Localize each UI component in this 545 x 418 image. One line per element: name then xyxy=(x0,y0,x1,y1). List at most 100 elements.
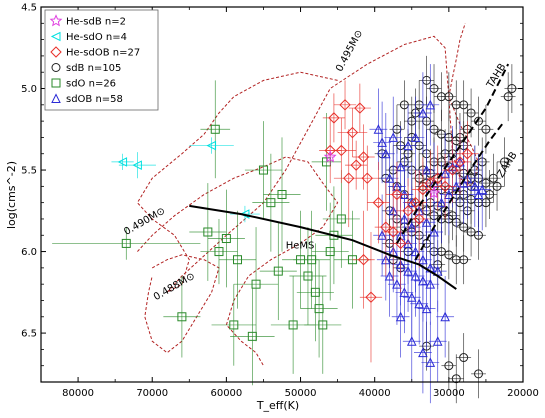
data-point xyxy=(210,124,220,134)
legend-entry: sdB n=105 xyxy=(66,63,121,74)
data-point xyxy=(391,188,403,201)
x-tick-label: 50000 xyxy=(285,388,317,399)
data-point xyxy=(461,148,474,160)
data-point xyxy=(117,157,128,167)
x-tick-label: 20000 xyxy=(507,388,539,399)
data-point xyxy=(418,275,428,286)
data-point xyxy=(424,177,437,189)
data-point xyxy=(328,112,340,124)
data-point xyxy=(381,148,391,159)
data-point xyxy=(421,303,432,314)
data-point xyxy=(350,159,362,171)
data-point xyxy=(492,181,502,191)
data-point xyxy=(384,270,395,281)
data-point xyxy=(414,298,424,309)
x-axis-label: T_eff(K) xyxy=(256,399,299,412)
data-point xyxy=(203,227,213,237)
legend-entry: He-sdO n=4 xyxy=(66,32,127,43)
series-he-sdob xyxy=(319,80,479,363)
data-point xyxy=(454,156,466,168)
data-point xyxy=(473,189,484,199)
data-point xyxy=(372,196,385,209)
x-tick-label: 60000 xyxy=(210,388,242,399)
data-point xyxy=(410,132,421,142)
y-tick-label: 6.0 xyxy=(21,247,37,258)
series-sdo xyxy=(52,80,371,386)
data-point xyxy=(474,116,484,126)
data-point xyxy=(388,132,399,142)
data-point xyxy=(365,291,377,303)
data-point xyxy=(384,173,395,183)
data-point xyxy=(377,230,387,240)
data-point xyxy=(418,347,428,358)
data-point xyxy=(403,140,413,151)
legend-marker xyxy=(51,78,61,88)
data-point xyxy=(233,255,243,265)
data-point xyxy=(444,189,454,199)
y-tick-label: 5.5 xyxy=(21,166,37,177)
data-point xyxy=(247,331,257,341)
data-point xyxy=(406,336,417,346)
y-axis-label: log(cms^-2) xyxy=(5,161,18,229)
x-tick-label: 30000 xyxy=(433,388,465,399)
data-point xyxy=(229,320,239,330)
tahb-line xyxy=(396,63,510,244)
data-point xyxy=(440,311,450,322)
data-point xyxy=(469,181,480,191)
y-tick-label: 4.5 xyxy=(21,3,37,14)
data-point xyxy=(477,184,488,195)
data-point xyxy=(266,198,276,208)
data-point xyxy=(451,374,461,384)
data-point xyxy=(429,226,439,237)
data-point xyxy=(421,164,432,175)
legend: He-sdB n=2 He-sdO n=4 He-sdOB n=27 sdB n=10… xyxy=(44,9,159,111)
data-point xyxy=(361,172,373,184)
legend-marker xyxy=(51,93,61,103)
legend-entry: He-sdOB n=27 xyxy=(66,48,140,59)
legend-entry: He-sdB n=2 xyxy=(66,17,126,28)
hems-line xyxy=(189,204,457,290)
legend-marker xyxy=(50,46,62,58)
axes: 80000 70000 60000 50000 40000 30000 20000 4.5 5.… xyxy=(21,3,539,400)
data-point xyxy=(251,279,261,289)
data-point xyxy=(387,226,399,238)
data-point xyxy=(323,150,337,163)
data-point xyxy=(444,92,454,102)
data-point xyxy=(481,124,491,134)
data-point xyxy=(357,254,370,266)
data-point xyxy=(258,165,268,175)
data-point xyxy=(399,287,410,297)
legend-entry: sdOB n=58 xyxy=(66,94,123,105)
y-tick-label: 5.0 xyxy=(21,84,37,95)
track-0495 xyxy=(136,23,480,293)
data-point xyxy=(403,266,413,276)
data-point xyxy=(318,320,328,330)
data-point xyxy=(425,99,436,110)
data-point xyxy=(436,197,447,208)
data-point xyxy=(410,270,421,281)
data-point xyxy=(392,279,402,289)
data-point xyxy=(336,214,346,224)
data-point xyxy=(177,312,187,322)
plot-frame xyxy=(40,6,524,383)
data-point xyxy=(277,190,287,199)
track-0490 xyxy=(137,156,339,366)
data-point xyxy=(418,107,428,118)
data-point xyxy=(417,183,429,196)
data-point xyxy=(425,279,436,289)
y-tick-label: 6.5 xyxy=(21,329,37,340)
data-point xyxy=(121,238,131,248)
data-point xyxy=(432,172,444,184)
data-point xyxy=(402,205,414,217)
data-point xyxy=(132,160,142,170)
data-point xyxy=(459,255,469,265)
x-tick-label: 80000 xyxy=(62,388,94,399)
legend-marker xyxy=(51,63,61,72)
data-point xyxy=(425,357,436,367)
data-point xyxy=(439,180,451,193)
data-point xyxy=(459,353,469,363)
data-point xyxy=(346,126,359,139)
data-point xyxy=(421,217,432,227)
zahb-line xyxy=(414,120,506,261)
